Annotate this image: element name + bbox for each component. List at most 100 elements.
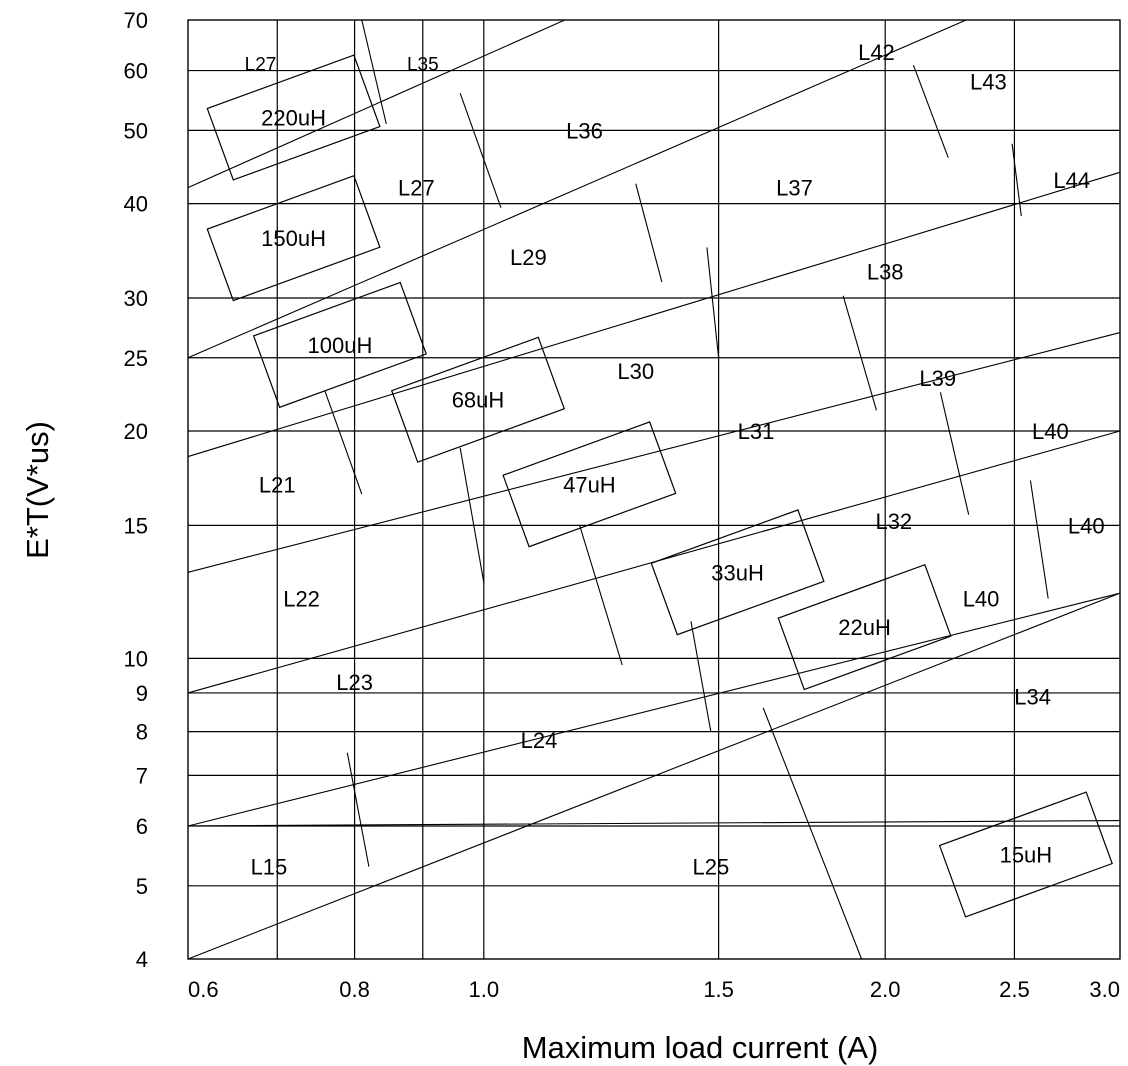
region-label: L29 <box>510 245 547 270</box>
region-label: L21 <box>259 472 296 497</box>
y-tick-label: 15 <box>124 513 148 538</box>
x-tick-label: 3.0 <box>1089 977 1120 1002</box>
inductance-box <box>206 54 381 181</box>
x-tick-label: 0.6 <box>188 977 219 1002</box>
inductance-box <box>206 175 381 302</box>
band-boundary-line-6 <box>187 592 1121 960</box>
x-tick-label: 1.0 <box>469 977 500 1002</box>
inductance-band-2: 100uH <box>252 281 427 409</box>
region-divider-9 <box>579 525 623 666</box>
inductance-box <box>390 336 566 463</box>
region-label: L37 <box>776 176 813 201</box>
inductance-band-5: 33uH <box>650 509 825 636</box>
region-divider-14 <box>346 752 370 867</box>
y-tick-label: 60 <box>124 59 148 84</box>
y-tick-label: 8 <box>136 720 148 745</box>
band-boundary-line-0 <box>187 19 565 189</box>
inductance-box <box>938 791 1113 918</box>
inductance-label: 15uH <box>1000 843 1053 868</box>
region-label: L40 <box>963 587 1000 612</box>
region-label: L31 <box>738 419 775 444</box>
plot-frame <box>187 19 1121 960</box>
region-label: L36 <box>566 118 603 143</box>
inductance-box <box>502 421 677 548</box>
region-divider-8 <box>1011 143 1022 217</box>
region-divider-13 <box>762 707 863 960</box>
region-label: L35 <box>407 54 439 75</box>
region-label: L38 <box>867 260 904 285</box>
y-tick-label: 25 <box>124 346 148 371</box>
axis-tick-labels: 0.6 0.8 1.0 1.5 2.0 2.5 3.0 4 5 6 7 8 9 10 15 20 25 30 40 5… <box>124 8 1120 1002</box>
region-label: L27 <box>398 176 435 201</box>
region-label: L24 <box>521 728 558 753</box>
region-divider-0 <box>361 19 387 125</box>
region-label: L34 <box>1014 685 1051 710</box>
y-tick-label: 40 <box>124 192 148 217</box>
x-tick-label: 2.0 <box>870 977 901 1002</box>
band-boundary-line-5 <box>187 592 1121 827</box>
y-tick-label: 10 <box>124 646 148 671</box>
region-label: L25 <box>692 855 729 880</box>
region-divider-6 <box>842 295 877 411</box>
band-boundaries <box>187 19 1121 960</box>
inductance-label: 47uH <box>563 472 616 497</box>
y-tick-label: 30 <box>124 286 148 311</box>
x-axis-title: Maximum load current (A) <box>522 1030 879 1065</box>
inductance-band-6: 22uH <box>777 563 952 691</box>
inductance-label: 22uH <box>838 615 891 640</box>
band-boundary-line-2 <box>187 171 1121 458</box>
x-tick-label: 2.5 <box>999 977 1030 1002</box>
y-tick-label: 20 <box>124 419 148 444</box>
grid-layer <box>188 20 1120 959</box>
band-boundary-line-1 <box>187 19 967 359</box>
inductance-box <box>252 281 427 409</box>
region-label: L15 <box>251 855 288 880</box>
region-divider-3 <box>635 183 663 283</box>
inductance-band-labels: 220uH 150uH 100uH 68uH 47uH 33uH 22uH 15uH <box>206 54 1113 918</box>
inductance-band-3: 68uH <box>390 336 566 463</box>
x-tick-label: 1.5 <box>703 977 734 1002</box>
region-label: L23 <box>336 670 373 695</box>
region-divider-2 <box>324 390 363 495</box>
region-label: L32 <box>875 509 912 534</box>
region-divider-1 <box>459 93 502 208</box>
region-label: L39 <box>919 366 956 391</box>
region-divider-11 <box>1029 480 1049 599</box>
region-divider-7 <box>912 64 949 158</box>
inductance-label: 150uH <box>261 226 326 251</box>
inductance-band-7: 15uH <box>938 791 1113 918</box>
inductance-box <box>777 563 952 691</box>
y-tick-label: 5 <box>136 874 148 899</box>
region-divider-4 <box>459 447 485 583</box>
y-tick-label: 4 <box>136 947 148 972</box>
inductance-label: 68uH <box>452 388 505 413</box>
region-label: L30 <box>617 359 654 384</box>
region-label: L42 <box>858 40 895 65</box>
region-label: L40 <box>1032 419 1069 444</box>
inductance-label: 33uH <box>711 560 764 585</box>
inductance-band-0: 220uH <box>206 54 381 181</box>
inductance-box <box>650 509 825 636</box>
inductance-label: 220uH <box>261 106 326 131</box>
region-divider-5 <box>706 247 720 358</box>
region-label: L44 <box>1053 168 1090 193</box>
y-tick-label: 7 <box>136 763 148 788</box>
inductance-label: 100uH <box>308 333 373 358</box>
band-boundary-line-7 <box>187 820 1121 827</box>
region-divider-10 <box>939 392 970 515</box>
y-tick-label: 9 <box>136 681 148 706</box>
region-labels: L27 L35 L42 L43 L36 L44 L27 L37 L29 L38 L30 L39 L31 L… <box>245 40 1105 880</box>
region-label: L40 <box>1068 513 1105 538</box>
band-boundary-line-3 <box>187 332 1121 573</box>
inductance-band-1: 150uH <box>206 175 381 302</box>
region-divider-12 <box>690 621 712 732</box>
y-axis-title: E*T(V*us) <box>20 421 55 559</box>
y-tick-label: 6 <box>136 814 148 839</box>
x-tick-label: 0.8 <box>339 977 370 1002</box>
y-tick-label: 50 <box>124 118 148 143</box>
y-tick-label: 70 <box>124 8 148 33</box>
region-label: L22 <box>283 587 320 612</box>
region-dividers <box>324 19 1049 960</box>
